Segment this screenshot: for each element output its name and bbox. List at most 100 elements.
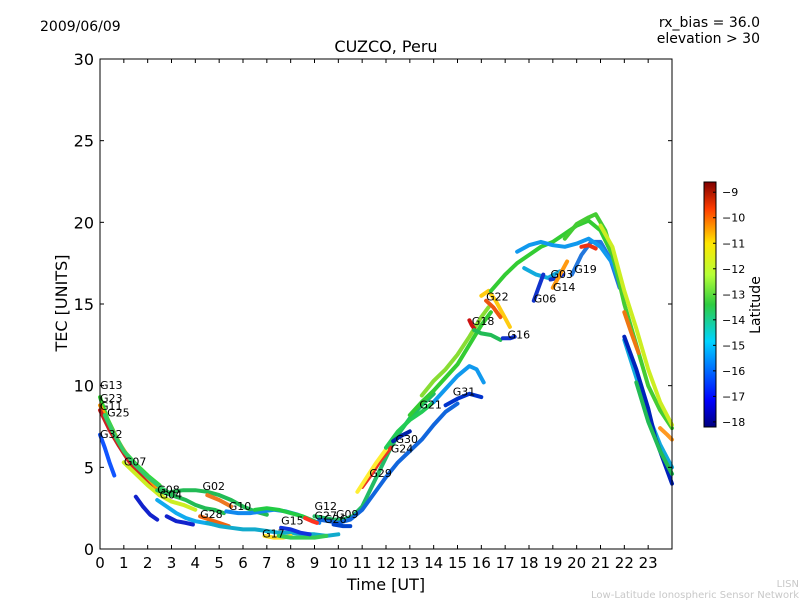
x-tick-label: 5: [214, 554, 224, 572]
x-tick-label: 0: [95, 554, 105, 572]
x-tick-label: 14: [424, 554, 443, 572]
x-tick-label: 7: [262, 554, 272, 572]
satellite-label: G28: [200, 508, 223, 521]
satellite-track-g25: [102, 413, 179, 499]
x-tick-label: 12: [376, 554, 395, 572]
satellite-label: G24: [391, 443, 414, 456]
satellite-track-g31: [431, 364, 486, 404]
satellite-label: G13: [100, 379, 123, 392]
satellite-label: G17: [262, 528, 285, 541]
y-tick-label: 15: [74, 295, 94, 314]
satellite-track-g15: [279, 525, 312, 537]
x-ticks: 0 1 2 3 4 5 6 7 8 9 10 11 12 13 14 15 16 17 18 19 20 21 22 23: [95, 59, 658, 572]
x-tick-label: 19: [543, 554, 562, 572]
satellite-track-g12b: [303, 516, 319, 525]
satellite-track-tail-orange2: [658, 426, 674, 442]
lisn-label: LISN: [777, 579, 799, 590]
satellite-track-tail-blue: [622, 334, 674, 486]
x-tick-label: 15: [448, 554, 467, 572]
x-tick-label: 1: [119, 554, 129, 572]
x-tick-label: 3: [167, 554, 177, 572]
satellite-track-g16b: [488, 218, 627, 298]
satellite-label: G08: [157, 483, 180, 496]
x-tick-label: 21: [591, 554, 610, 572]
satellite-track-g28: [198, 514, 231, 529]
satellite-track-g04c: [164, 514, 195, 527]
x-tick-label: 9: [310, 554, 320, 572]
satellite-label: G32: [100, 428, 123, 441]
satellite-label: G19: [574, 263, 597, 276]
satellite-label: G11: [100, 400, 123, 413]
satellite-track-g06b: [531, 272, 546, 303]
satellite-track-g21: [407, 310, 493, 418]
satellite-track-g32: [98, 432, 117, 478]
x-tick-label: 16: [472, 554, 491, 572]
colorbar-tick-label: −16: [722, 365, 745, 378]
satellite-label: G22: [486, 291, 509, 304]
x-tick-label: 2: [143, 554, 153, 572]
x-tick-label: 18: [519, 554, 538, 572]
satellite-label: G25: [107, 407, 130, 420]
colorbar-tick-label: −15: [722, 339, 745, 352]
satellite-track-g02b: [205, 493, 234, 509]
satellite-track-g21b: [419, 305, 491, 398]
satellite-label: G18: [472, 315, 495, 328]
satellite-track-tail-yellow: [598, 223, 674, 427]
satellite-track-g16: [500, 334, 517, 341]
satellite-track-g09: [331, 522, 353, 529]
satellite-track-g31b: [443, 391, 484, 408]
satellite-track-g18b: [472, 328, 503, 342]
satellite-track-tail-orange: [622, 310, 641, 355]
satellite-label: G26: [324, 513, 347, 526]
rx-bias-label: rx_bias = 36.0: [659, 15, 760, 31]
y-tick-label: 0: [84, 540, 94, 559]
x-tick-label: 23: [639, 554, 658, 572]
satellite-label: G03: [550, 268, 573, 281]
satellite-track-g04b: [133, 494, 160, 522]
x-tick-label: 6: [238, 554, 248, 572]
colorbar-ticks: −9 −10 −11 −12 −13 −14 −15 −16 −17 −18: [713, 186, 745, 429]
y-tick-label: 25: [74, 132, 94, 151]
satellite-track-g02: [169, 488, 269, 517]
satellite-label: G14: [553, 281, 576, 294]
lisn-full-label: Low-Latitude Ionospheric Sensor Network: [591, 590, 799, 600]
y-tick-label: 5: [84, 458, 94, 477]
satellite-track-g28b: [205, 520, 341, 538]
satellite-label: G07: [124, 456, 147, 469]
satellite-label: G06: [534, 292, 557, 305]
y-ticks: 0 5 10 15 20 25 30: [74, 50, 672, 559]
x-tick-label: 11: [353, 554, 372, 572]
satellite-track-g18: [467, 318, 477, 331]
colorbar-tick-label: −11: [722, 237, 745, 250]
colorbar-tick-label: −13: [722, 288, 745, 301]
chart-title: CUZCO, Peru: [334, 37, 437, 56]
satellite-track-g22b: [484, 298, 503, 320]
satellite-track-g22: [479, 288, 512, 329]
x-tick-label: 8: [286, 554, 296, 572]
x-tick-label: 10: [329, 554, 348, 572]
colorbar-tick-label: −17: [722, 390, 745, 403]
satellite-track-g27: [317, 401, 460, 525]
satellite-label: G29: [369, 467, 392, 480]
satellite-track-g30: [391, 429, 412, 444]
satellite-label: G12: [315, 500, 338, 513]
satellite-label: G16: [508, 328, 531, 341]
satellite-label: G09: [336, 508, 359, 521]
x-tick-label: 4: [191, 554, 201, 572]
y-tick-label: 30: [74, 50, 94, 69]
satellite-label: G10: [229, 500, 252, 513]
satellite-track-g19d: [579, 243, 598, 251]
y-tick-label: 10: [74, 377, 94, 396]
satellite-label: G21: [419, 399, 442, 412]
satellite-track-g29b: [355, 447, 388, 494]
x-tick-label: 22: [615, 554, 634, 572]
colorbar-tick-label: −9: [722, 186, 738, 199]
satellite-track-g19b: [515, 236, 627, 297]
satellite-track-g04: [155, 498, 217, 527]
colorbar-tick-label: −10: [722, 212, 745, 225]
x-axis-label: Time [UT]: [346, 575, 425, 594]
satellite-track-g07: [121, 460, 198, 512]
satellite-track-g08: [155, 488, 226, 516]
satellite-track-g17b: [276, 533, 329, 540]
